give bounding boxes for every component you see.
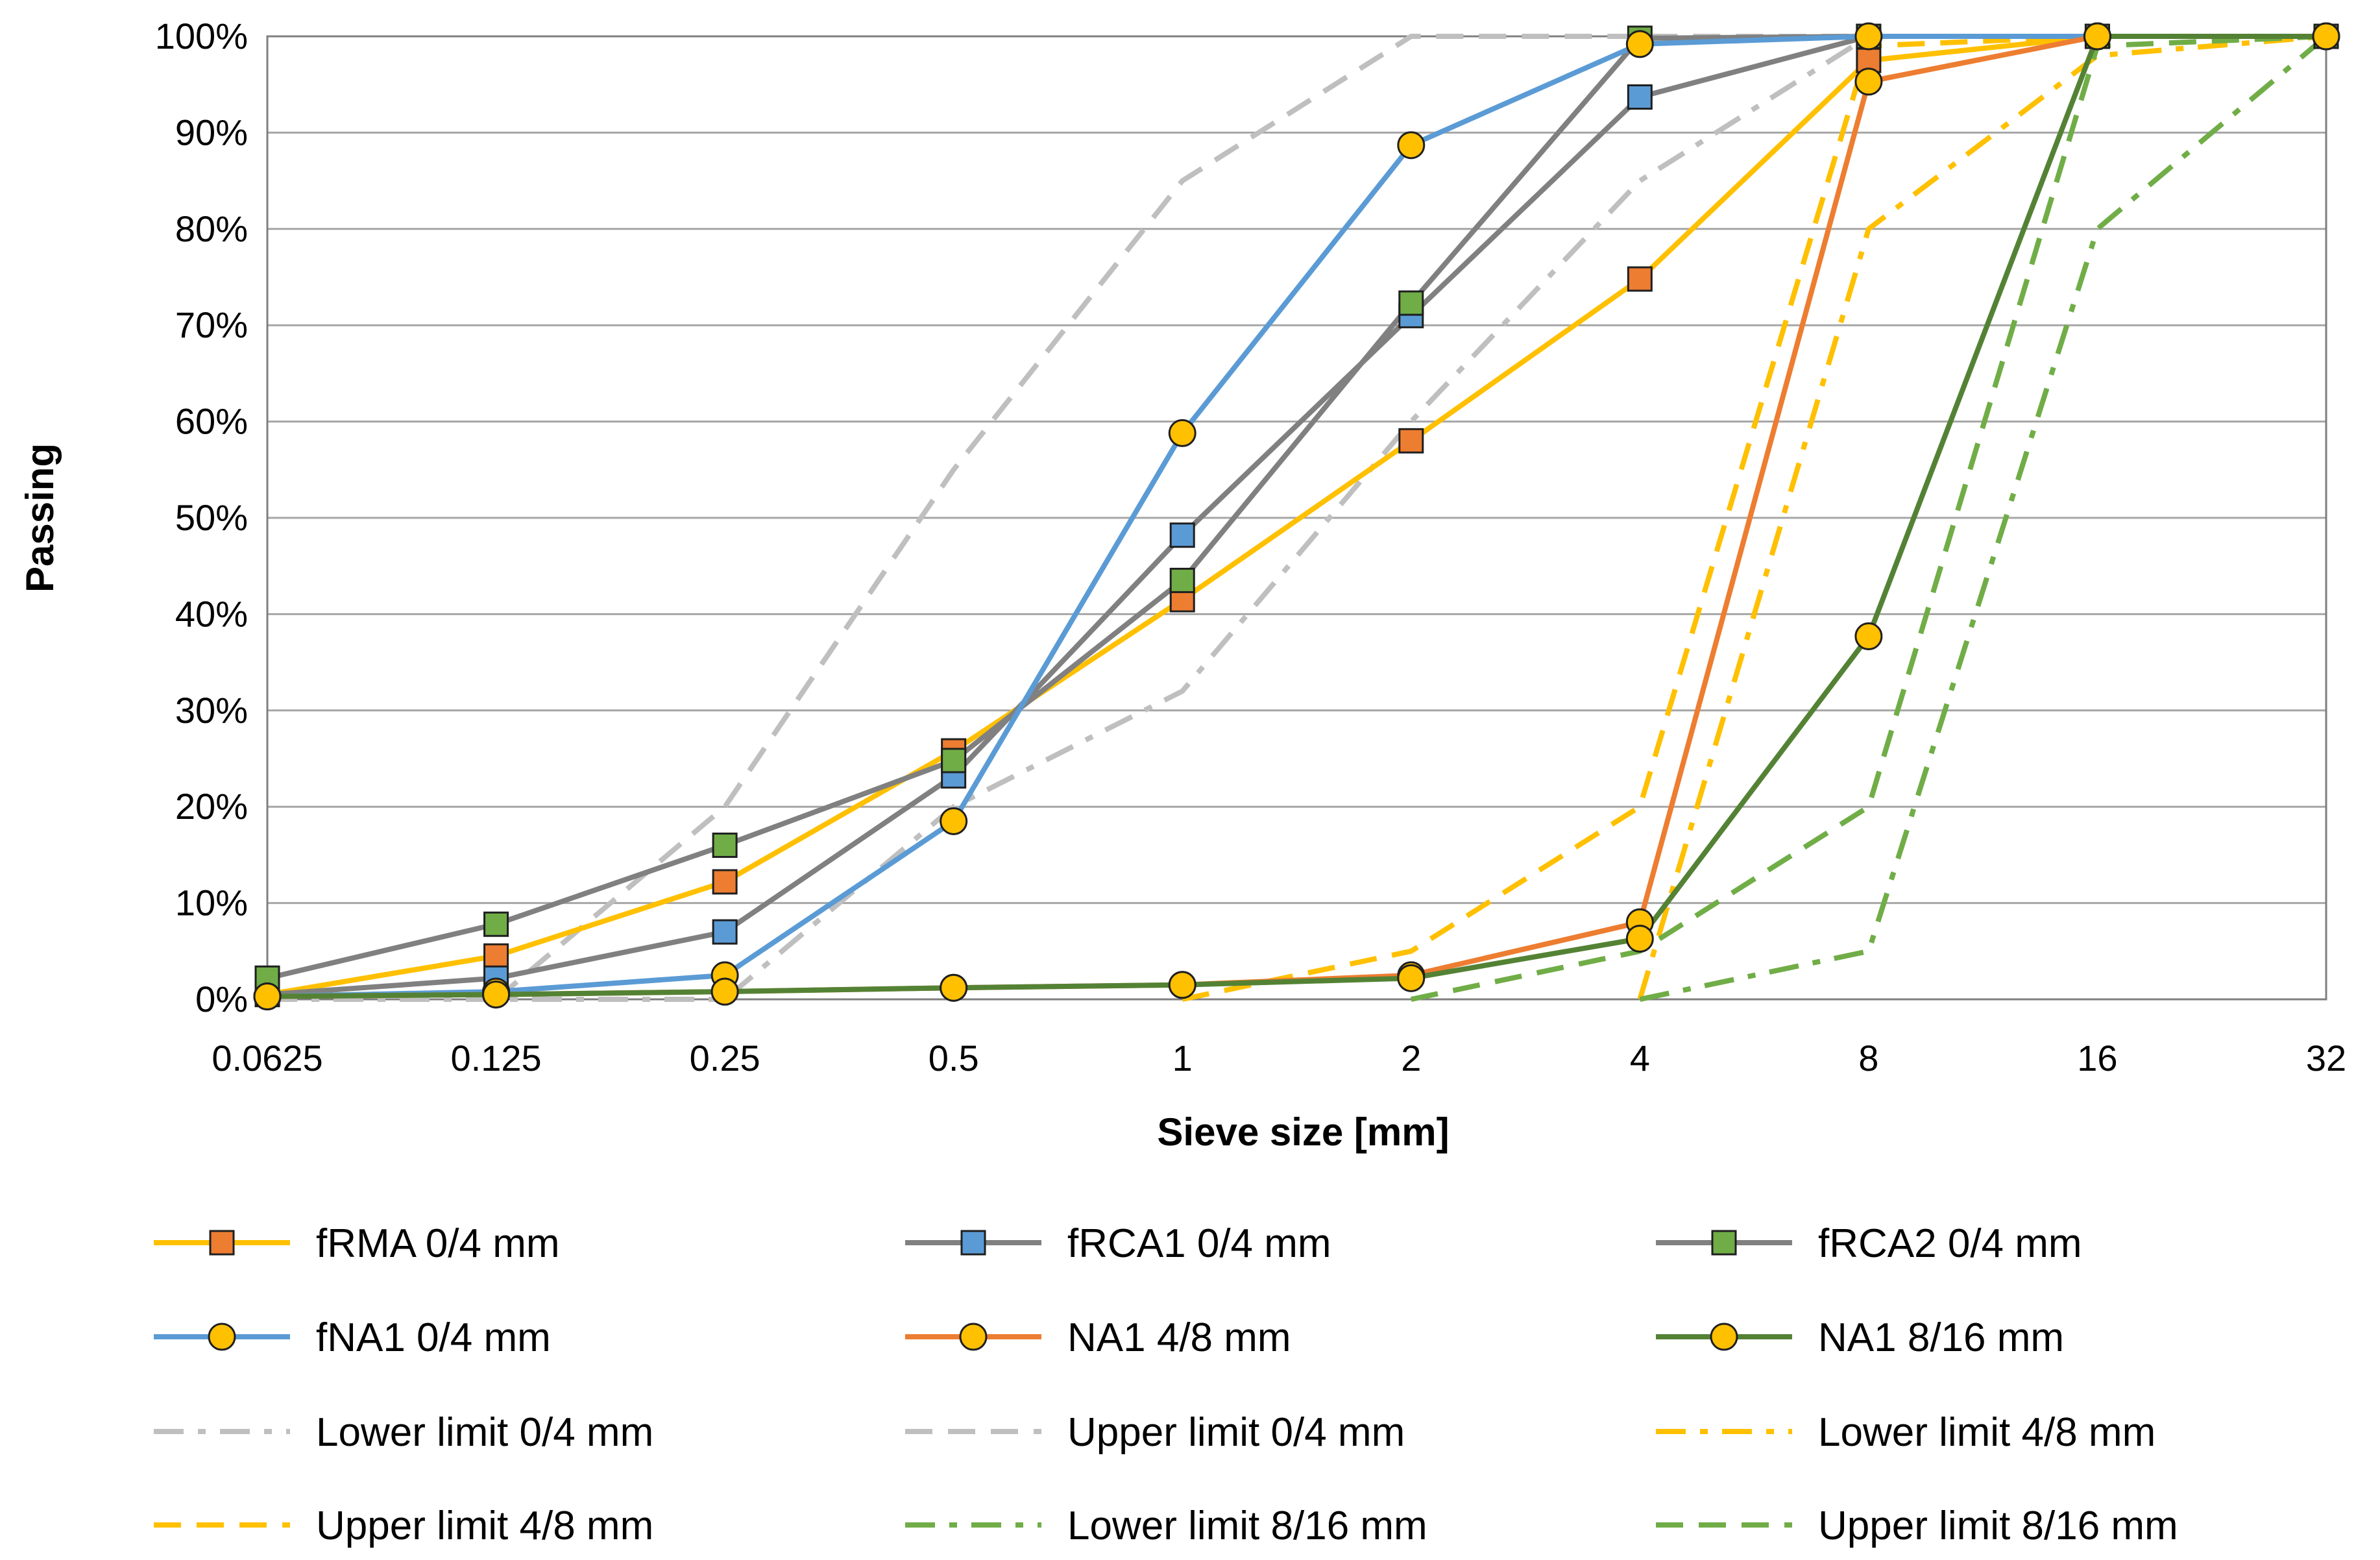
series-line-lower-limit-8-16-mm [1639, 34, 2328, 1002]
x-tick-label: 0.25 [690, 1038, 760, 1079]
legend-label: fRCA2 0/4 mm [1818, 1221, 2082, 1266]
legend-item-upper-limit-4-8-mm: Upper limit 4/8 mm [154, 1504, 653, 1548]
series-lines [267, 34, 2328, 1002]
data-point-na1-8-16-mm [2083, 22, 2111, 51]
x-tick-label: 0.125 [450, 1038, 541, 1079]
legend-label: Lower limit 8/16 mm [1067, 1504, 1427, 1548]
legend: fRMA 0/4 mm fRCA1 0/4 mm fRCA2 0/4 mm fNA1 … [154, 1221, 2178, 1548]
y-tick-label: 90% [175, 112, 248, 152]
legend-swatch-marker [209, 1230, 235, 1256]
y-tick-label: 60% [175, 401, 248, 442]
y-tick-label: 100% [155, 16, 248, 56]
y-tick-label: 70% [175, 304, 248, 345]
x-axis-tick-labels: 0.0625 0.125 0.25 0.5 1 2 4 8 16 32 [212, 1038, 2346, 1079]
y-tick-label: 10% [175, 883, 248, 923]
legend-item-frma-0-4-mm: fRMA 0/4 mm [154, 1221, 560, 1266]
y-axis-title: Passing [18, 443, 62, 592]
data-point-frma-0-4-mm [483, 943, 509, 969]
x-tick-label: 8 [1858, 1038, 1878, 1079]
legend-label: fRCA1 0/4 mm [1067, 1221, 1331, 1266]
legend-label: Lower limit 0/4 mm [316, 1410, 653, 1455]
legend-label: Lower limit 4/8 mm [1818, 1410, 2155, 1455]
data-point-fna1-0-4-mm [1168, 419, 1196, 447]
y-tick-label: 30% [175, 690, 248, 731]
data-point-na1-8-16-mm [1854, 622, 1883, 651]
x-axis-title: Sieve size [mm] [1157, 1110, 1449, 1154]
data-point-frma-0-4-mm [712, 869, 738, 895]
x-tick-label: 4 [1630, 1038, 1650, 1079]
legend-item-fna1-0-4-mm: fNA1 0/4 mm [154, 1315, 551, 1360]
legend-item-na1-8-16-mm: NA1 8/16 mm [1656, 1315, 2064, 1360]
legend-item-lower-limit-0-4-mm: Lower limit 0/4 mm [154, 1410, 653, 1455]
legend-label: NA1 8/16 mm [1818, 1315, 2064, 1360]
data-point-na1-8-16-mm [253, 982, 282, 1011]
legend-item-na1-4-8-mm: NA1 4/8 mm [905, 1315, 1291, 1360]
x-tick-label: 0.5 [929, 1038, 979, 1079]
legend-label: fRMA 0/4 mm [316, 1221, 560, 1266]
data-point-frca2-0-4-mm [483, 911, 509, 937]
series-line-lower-limit-0-4-mm [267, 34, 2326, 1002]
legend-label: NA1 4/8 mm [1067, 1315, 1291, 1360]
data-point-frca1-0-4-mm [1169, 522, 1195, 548]
data-point-fna1-0-4-mm [1397, 131, 1426, 160]
data-point-na1-8-16-mm [940, 973, 968, 1002]
series-markers [253, 22, 2340, 1011]
x-tick-label: 32 [2306, 1038, 2346, 1079]
legend-item-frca1-0-4-mm: fRCA1 0/4 mm [905, 1221, 1331, 1266]
legend-swatch-marker [1711, 1230, 1737, 1256]
legend-swatch-marker [960, 1230, 986, 1256]
series-line-lower-limit-4-8-mm [1637, 34, 2327, 1001]
data-point-frma-0-4-mm [1398, 428, 1424, 454]
legend-swatch-marker [1710, 1322, 1738, 1351]
legend-label: fNA1 0/4 mm [316, 1315, 551, 1360]
legend-swatch-marker [208, 1322, 236, 1351]
data-point-na1-8-16-mm [1625, 925, 1654, 953]
x-tick-label: 16 [2077, 1038, 2117, 1079]
series-line-upper-limit-8-16-mm [1410, 34, 2327, 1002]
data-point-frca2-0-4-mm [1398, 290, 1424, 316]
y-tick-label: 0% [195, 979, 248, 1019]
legend-swatch-marker [959, 1322, 988, 1351]
legend-label: Upper limit 0/4 mm [1067, 1410, 1405, 1455]
y-axis-tick-labels: 0% 10% 20% 30% 40% 50% 60% 70% 80% 90% 100% [155, 16, 248, 1019]
data-point-fna1-0-4-mm [1854, 22, 1883, 51]
legend-item-lower-limit-8-16-mm: Lower limit 8/16 mm [905, 1504, 1427, 1548]
legend-item-lower-limit-4-8-mm: Lower limit 4/8 mm [1656, 1410, 2155, 1455]
data-point-frca2-0-4-mm [712, 833, 738, 859]
data-point-na1-4-8-mm [1854, 67, 1883, 96]
legend-item-frca2-0-4-mm: fRCA2 0/4 mm [1656, 1221, 2082, 1266]
x-tick-label: 1 [1172, 1038, 1193, 1079]
legend-item-upper-limit-0-4-mm: Upper limit 0/4 mm [905, 1410, 1405, 1455]
data-point-frca2-0-4-mm [1169, 567, 1195, 593]
legend-label: Upper limit 8/16 mm [1818, 1504, 2178, 1548]
series-line-frma-0-4-mm [267, 34, 2326, 997]
data-point-fna1-0-4-mm [1625, 30, 1654, 58]
legend-item-upper-limit-8-16-mm: Upper limit 8/16 mm [1656, 1504, 2178, 1548]
data-point-na1-8-16-mm [710, 977, 739, 1006]
data-point-frca2-0-4-mm [941, 748, 967, 774]
data-point-fna1-0-4-mm [940, 807, 968, 835]
data-point-na1-8-16-mm [1397, 964, 1426, 992]
plot-area [266, 35, 2327, 1001]
data-point-frma-0-4-mm [1627, 266, 1653, 292]
y-tick-label: 50% [175, 497, 248, 538]
series-line-fna1-0-4-mm [267, 34, 2326, 999]
x-tick-label: 2 [1401, 1038, 1421, 1079]
y-tick-label: 40% [175, 593, 248, 634]
series-line-na1-8-16-mm [267, 34, 2326, 999]
data-point-na1-8-16-mm [482, 981, 511, 1009]
x-tick-label: 0.0625 [212, 1038, 322, 1079]
data-point-frca1-0-4-mm [712, 919, 738, 945]
y-tick-label: 20% [175, 786, 248, 827]
y-tick-label: 80% [175, 208, 248, 249]
data-point-na1-8-16-mm [2312, 22, 2340, 51]
data-point-frca1-0-4-mm [1627, 84, 1653, 110]
data-point-na1-8-16-mm [1168, 971, 1196, 999]
legend-label: Upper limit 4/8 mm [316, 1504, 653, 1548]
series-line-upper-limit-0-4-mm [494, 34, 2326, 1002]
